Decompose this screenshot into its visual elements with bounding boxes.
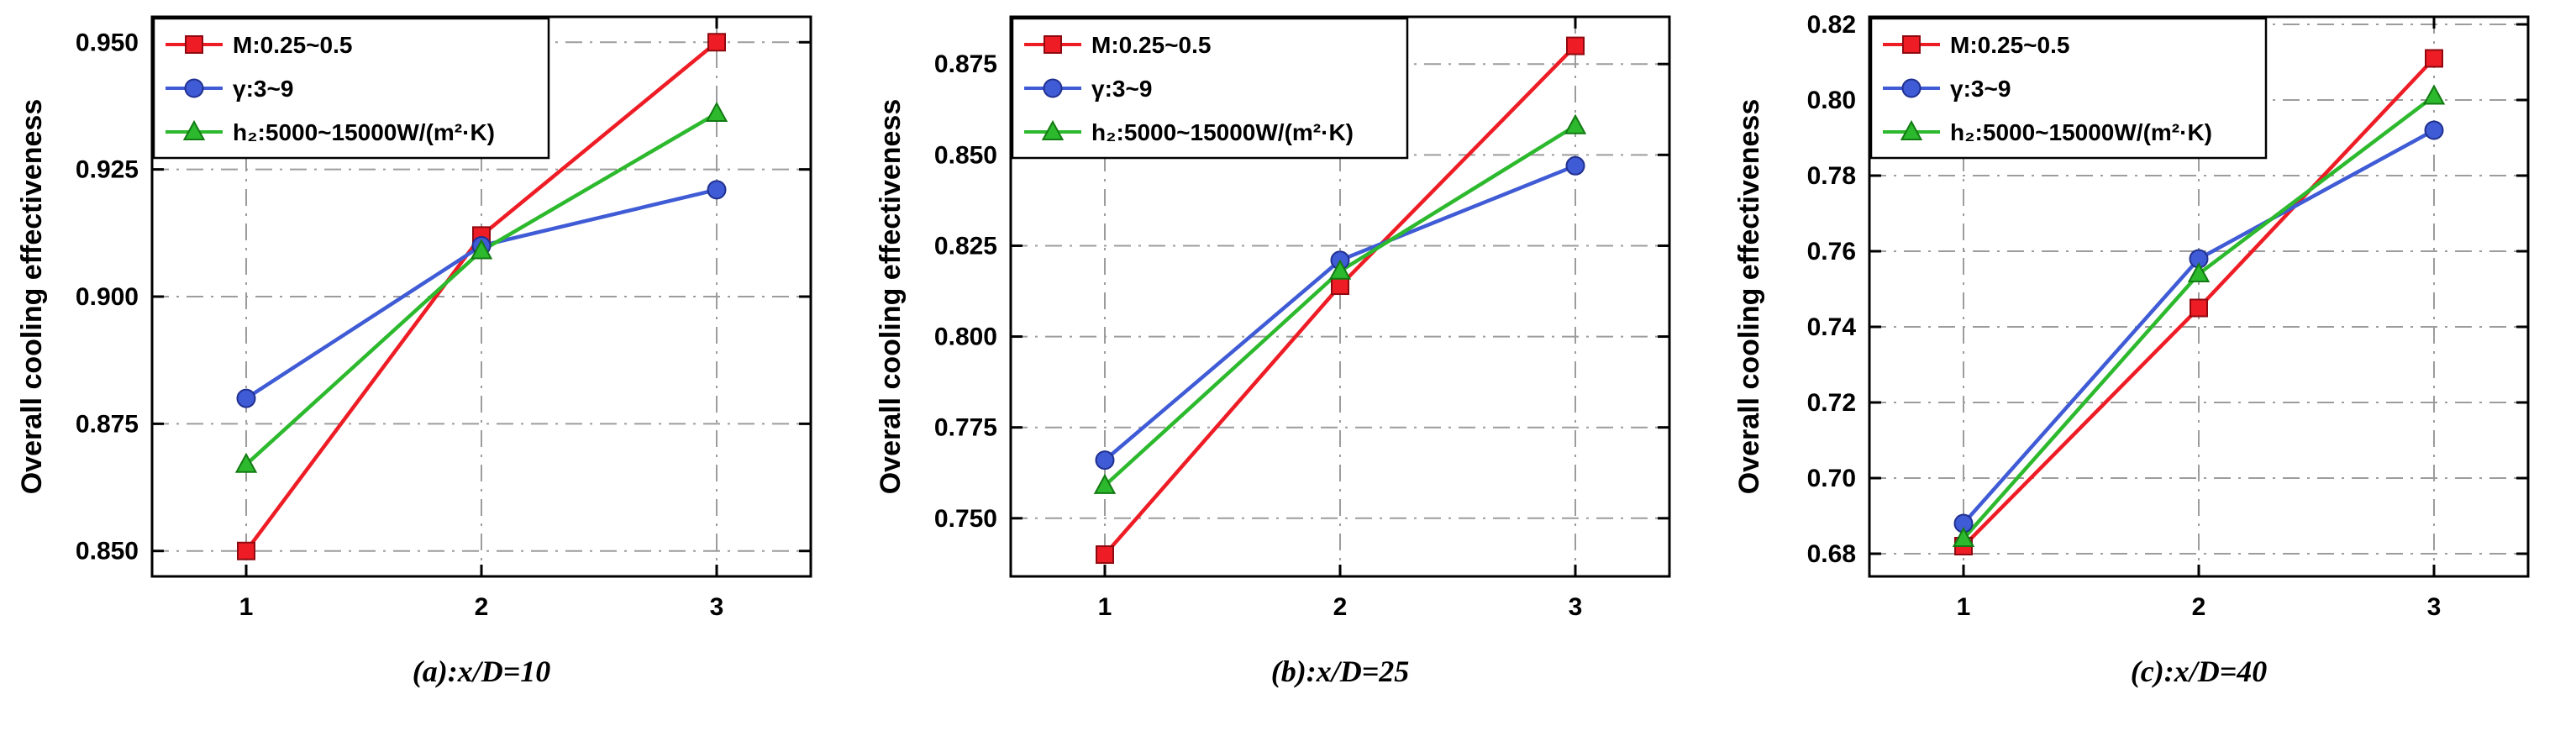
legend-label: h₂:5000~15000W/(m²·K) [1950, 119, 2212, 145]
y-tick-label: 0.850 [76, 538, 139, 565]
circle-marker [707, 180, 727, 200]
x-tick-label: 1 [1098, 593, 1112, 621]
y-tick-label: 0.72 [1807, 389, 1856, 417]
y-axis-label: Overall cooling effectiveness [16, 99, 48, 495]
triangle-marker [2422, 84, 2446, 105]
legend-label: h₂:5000~15000W/(m²·K) [1091, 119, 1354, 145]
chart-caption-a: (a):x/D=10 [412, 655, 551, 688]
y-tick-label: 0.80 [1807, 87, 1856, 114]
chart-panel-b: 0.750 0.775 0.800 0.825 0.850 0.875 1 2 3 Overall… [859, 0, 1717, 731]
y-axis-label: Overall cooling effectiveness [1733, 99, 1765, 495]
y-tick-label: 0.875 [934, 50, 997, 78]
square-marker [1331, 276, 1349, 296]
y-tick-label: 0.750 [934, 505, 997, 533]
y-tick-label: 0.850 [934, 141, 997, 169]
y-tick-label: 0.70 [1807, 465, 1856, 492]
x-tick-label: 2 [475, 593, 489, 621]
legend-marker [1900, 119, 1923, 140]
legend-marker [1043, 78, 1063, 98]
chart-caption-b: (b):x/D=25 [1270, 655, 1410, 688]
line-chart-a: 0.850 0.875 0.900 0.925 0.950 1 2 3 Overall cool… [16, 15, 812, 621]
x-tick-label: 2 [1333, 593, 1348, 621]
x-tick-label: 3 [1569, 593, 1583, 621]
square-marker [1096, 545, 1114, 565]
y-tick-label: 0.950 [76, 29, 139, 56]
legend-label: M:0.25~0.5 [1950, 32, 2069, 58]
legend-label: γ:3~9 [233, 76, 293, 102]
y-tick-label: 0.875 [76, 410, 139, 438]
line-chart-c: 0.68 0.70 0.72 0.74 0.76 0.78 0.80 0.82 1 2 3 Overa… [1733, 11, 2530, 621]
legend-marker [185, 35, 203, 54]
y-tick-label: 0.82 [1807, 11, 1856, 39]
y-tick-label: 0.68 [1807, 540, 1856, 568]
y-tick-label: 0.800 [934, 323, 997, 351]
triangle-marker [1952, 526, 1975, 547]
circle-marker [1565, 155, 1585, 176]
legend-label: M:0.25~0.5 [1091, 32, 1211, 58]
y-tick-label: 0.825 [934, 232, 997, 260]
legend-marker [1041, 119, 1065, 140]
x-tick-label: 2 [2192, 593, 2206, 621]
y-tick-label: 0.76 [1807, 238, 1856, 266]
circle-marker [1095, 450, 1115, 471]
square-marker [237, 541, 255, 560]
y-tick-label: 0.74 [1807, 313, 1857, 341]
legend-label: M:0.25~0.5 [233, 32, 352, 58]
y-tick-label: 0.900 [76, 283, 139, 311]
x-tick-label: 1 [1957, 593, 1971, 621]
y-tick-label: 0.78 [1807, 162, 1856, 190]
x-tick-label: 3 [710, 593, 724, 621]
square-marker [707, 33, 726, 52]
triangle-marker [1093, 473, 1117, 494]
triangle-marker [1564, 113, 1587, 134]
legend-label: γ:3~9 [1091, 76, 1152, 102]
y-tick-label: 0.925 [76, 156, 139, 184]
x-tick-label: 1 [239, 593, 254, 621]
legend-label: γ:3~9 [1950, 76, 2011, 102]
legend-marker [182, 119, 206, 140]
square-marker [2190, 298, 2208, 318]
line-chart-b: 0.750 0.775 0.800 0.825 0.850 0.875 1 2 3 Overall… [875, 15, 1671, 621]
triangle-marker [2187, 261, 2211, 282]
circle-marker [2424, 120, 2444, 140]
series-line-1 [1102, 164, 1578, 462]
chart-panel-c: 0.68 0.70 0.72 0.74 0.76 0.78 0.80 0.82 1 2 3 Overa… [1717, 0, 2576, 731]
triangle-marker [1328, 259, 1352, 280]
square-marker [1566, 36, 1585, 55]
y-tick-label: 0.775 [934, 414, 997, 442]
legend-marker [184, 78, 204, 98]
legend-label: h₂:5000~15000W/(m²·K) [233, 119, 495, 145]
legend-marker [1901, 78, 1921, 98]
triangle-marker [705, 101, 728, 123]
chart-panel-a: 0.850 0.875 0.900 0.925 0.950 1 2 3 Overall cool… [0, 0, 859, 731]
circle-marker [236, 388, 256, 408]
square-marker [2425, 49, 2443, 68]
x-tick-label: 3 [2427, 593, 2442, 621]
legend-marker [1044, 35, 1062, 54]
triangle-marker [470, 239, 493, 260]
chart-caption-c: (c):x/D=40 [2130, 655, 2268, 688]
y-axis-label: Overall cooling effectiveness [875, 99, 907, 495]
triangle-marker [234, 452, 258, 473]
legend-marker [1902, 35, 1921, 54]
